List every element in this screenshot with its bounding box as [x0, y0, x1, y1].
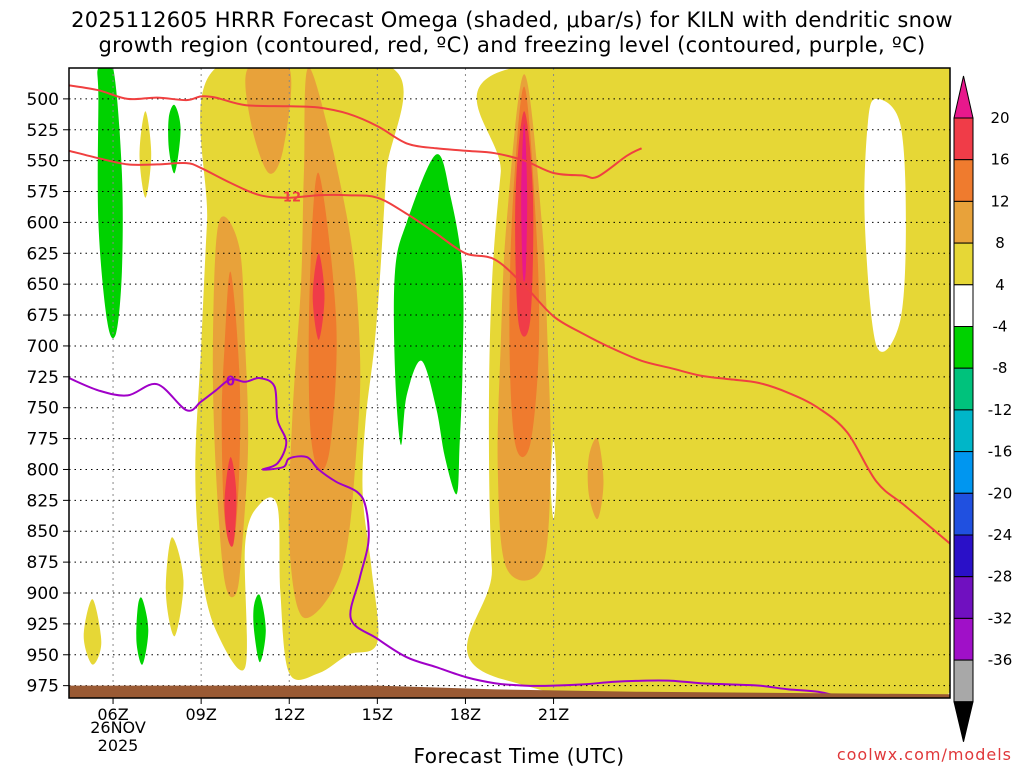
contour-dgz_upper [69, 84, 643, 179]
colorbar-label-10: -24 [988, 526, 1013, 544]
colorbar-label-4: 4 [995, 276, 1005, 294]
omega-region-21 [521, 123, 528, 282]
colorbar-band-12 [953, 617, 974, 661]
colorbar-band-2 [953, 200, 974, 244]
colorbar-band-0 [953, 117, 974, 161]
y-tick-label-575: 575 [27, 183, 59, 203]
colorbar-label-11: -28 [988, 568, 1013, 586]
colorbar-band-7 [953, 409, 974, 453]
colorbar-label-5: -4 [993, 318, 1008, 336]
y-tick-label-925: 925 [27, 615, 59, 635]
y-tick-label-825: 825 [27, 491, 59, 511]
omega-region-19 [312, 253, 325, 340]
colorbar-band-6 [953, 367, 974, 411]
x-tick-label-15Z: 15Z [362, 705, 393, 724]
date-year-label: 2025 [97, 736, 139, 755]
omega-region-12 [245, 68, 292, 174]
colorbar-band-13 [953, 659, 974, 703]
y-tick-label-650: 650 [27, 275, 59, 295]
omega-region-14 [587, 437, 604, 520]
y-tick-label-625: 625 [27, 244, 59, 264]
x-tick-label-09Z: 09Z [185, 705, 216, 724]
y-tick-label-550: 550 [27, 152, 59, 172]
omega-region-0 [97, 68, 123, 339]
y-tick-label-700: 700 [27, 337, 59, 357]
y-tick-label-875: 875 [27, 553, 59, 573]
colorbar-label-7: -12 [988, 401, 1013, 419]
colorbar-band-1 [953, 159, 974, 202]
y-tick-label-900: 900 [27, 584, 59, 604]
colorbar-band-4 [953, 284, 974, 327]
colorbar-label-12: -32 [988, 609, 1013, 627]
colorbar-cap-top [953, 75, 974, 119]
colorbar-label-0: 20 [990, 109, 1009, 127]
y-tick-label-750: 750 [27, 399, 59, 419]
x-tick-label-18Z: 18Z [450, 705, 481, 724]
x-axis-title: Forecast Time (UTC) [413, 744, 625, 768]
y-tick-label-975: 975 [27, 677, 59, 697]
contour-label-1: 0 [226, 375, 235, 390]
omega-region-7 [165, 537, 184, 637]
ground-terrain [69, 685, 950, 698]
omega-region-15 [221, 271, 241, 547]
colorbar-label-8: -16 [988, 443, 1013, 461]
y-tick-label-775: 775 [27, 430, 59, 450]
contour-dgz_lower [69, 149, 950, 545]
contour-label-0: -12 [278, 190, 302, 205]
colorbar-band-9 [953, 492, 974, 536]
colorbar-label-9: -20 [988, 484, 1013, 502]
colorbar-band-3 [953, 242, 974, 286]
colorbar-label-13: -36 [988, 651, 1013, 669]
plot-frame [68, 67, 951, 699]
colorbar-label-6: -8 [993, 359, 1008, 377]
omega-region-5 [139, 111, 152, 198]
y-tick-label-675: 675 [27, 306, 59, 326]
omega-region-6 [83, 599, 102, 665]
y-tick-label-500: 500 [27, 90, 59, 110]
x-tick-label-12Z: 12Z [274, 705, 305, 724]
colorbar-label-1: 16 [990, 151, 1009, 169]
omega-region-22 [864, 98, 906, 352]
y-tick-label-725: 725 [27, 368, 59, 388]
colorbar-label-2: 12 [990, 192, 1009, 210]
contour-freezing_level [69, 376, 855, 698]
colorbar-cap-bottom [953, 701, 974, 742]
credit-text: coolwx.com/models [836, 745, 1012, 764]
colorbar-label-3: 8 [995, 234, 1005, 252]
y-tick-label-850: 850 [27, 522, 59, 542]
y-tick-label-600: 600 [27, 213, 59, 233]
y-tick-label-800: 800 [27, 460, 59, 480]
chart-title-line-1: 2025112605 HRRR Forecast Omega (shaded, … [71, 8, 953, 32]
date-day-label: 26NOV [90, 718, 146, 737]
colorbar-band-11 [953, 576, 974, 619]
omega-region-1 [168, 104, 181, 174]
omega-region-3 [253, 594, 266, 663]
colorbar-band-10 [953, 534, 974, 578]
omega-region-18 [224, 457, 237, 547]
omega-region-2 [136, 597, 149, 665]
omega-region-4 [393, 154, 464, 495]
x-tick-label-21Z: 21Z [538, 705, 569, 724]
omega-region-9 [467, 68, 950, 698]
omega-region-23 [550, 438, 557, 519]
x-tick-label-06Z: 06Z [97, 705, 128, 724]
colorbar-band-5 [953, 326, 974, 369]
chart-title-line-2: growth region (contoured, red, ºC) and f… [98, 33, 926, 57]
omega-region-16 [308, 172, 337, 471]
y-tick-label-950: 950 [27, 646, 59, 666]
colorbar-band-8 [953, 451, 974, 494]
y-tick-label-525: 525 [27, 121, 59, 141]
